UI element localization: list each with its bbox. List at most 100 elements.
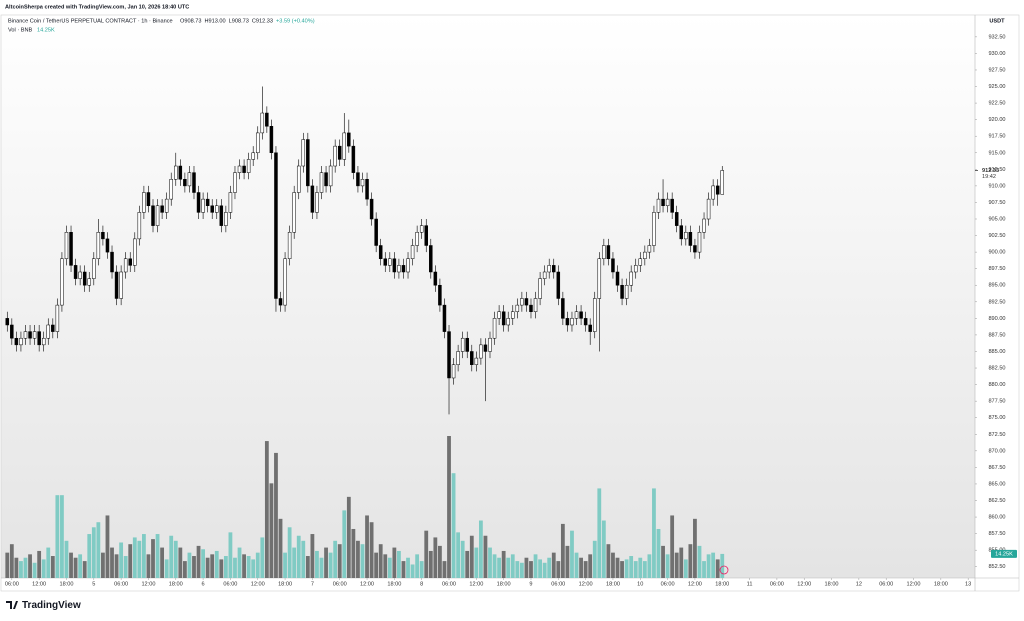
candle-body — [360, 179, 365, 187]
volume-bar — [519, 562, 524, 578]
volume-bar — [164, 559, 169, 578]
volume-bar — [23, 557, 28, 578]
candle-body — [638, 258, 643, 266]
candle-body — [123, 258, 128, 273]
volume-bar — [670, 515, 675, 578]
volume-bar — [237, 547, 242, 578]
candle-body — [533, 298, 538, 312]
volume-bar — [465, 550, 470, 578]
chart-border — [0, 14, 1020, 592]
candle-body — [474, 357, 479, 365]
volume-bar — [182, 561, 187, 578]
x-tick-label: 18:00 — [169, 581, 183, 587]
volume-bar — [451, 473, 456, 578]
candle-body — [647, 245, 652, 253]
candle-body — [196, 192, 201, 213]
x-tick-label: 12:00 — [251, 581, 265, 587]
volume-bar — [324, 547, 328, 578]
volume-bar — [246, 556, 251, 578]
candle-body — [556, 271, 561, 299]
volume-bar — [460, 540, 465, 578]
candle-body — [424, 225, 428, 246]
candle-body — [624, 284, 629, 299]
volume-bar — [697, 545, 702, 578]
candle-body — [32, 331, 37, 339]
candle-body — [429, 245, 433, 273]
y-tick-label: 910.00 — [988, 183, 1005, 189]
volume-bar — [351, 528, 356, 578]
volume-bar — [296, 535, 301, 578]
candle-body — [524, 298, 529, 306]
attribution: AltcoinSherpa created with TradingView.c… — [5, 4, 189, 10]
candle-body — [611, 258, 615, 273]
candle-body — [14, 337, 19, 346]
candle-body — [342, 132, 347, 160]
volume-bar — [14, 557, 19, 578]
y-tick-label: 872.50 — [988, 432, 1005, 438]
volume-bar — [638, 557, 643, 578]
volume-bar — [301, 540, 306, 578]
volume-bar — [369, 522, 374, 578]
volume-bar — [119, 542, 124, 578]
candle-body — [233, 172, 237, 193]
candle-body — [433, 271, 438, 286]
candle-body — [315, 192, 319, 213]
candle-body — [187, 172, 192, 187]
candle-body — [146, 192, 151, 207]
x-tick-label: 12:00 — [688, 581, 702, 587]
candle-body — [511, 311, 515, 319]
volume-bar — [647, 554, 652, 578]
y-tick-label: 895.00 — [988, 283, 1005, 289]
candle-body — [78, 271, 82, 279]
volume-bar — [515, 561, 520, 578]
ohlc-legend-item: C912.33 — [252, 18, 273, 24]
x-tick-label: 5 — [92, 581, 95, 587]
x-tick-label: 18:00 — [825, 581, 839, 587]
candle-body — [688, 232, 693, 246]
volume-bar — [50, 556, 55, 578]
ohlc-legend-item: +3.59 (+0.40%) — [276, 18, 315, 24]
candle-body — [702, 218, 706, 233]
candle-body — [552, 265, 556, 273]
candle-body — [46, 324, 51, 339]
volume-bar — [55, 495, 60, 578]
candle-body — [415, 232, 419, 246]
volume-bar — [310, 534, 315, 578]
candle-body — [706, 198, 711, 220]
candle-body — [128, 258, 132, 266]
candle-body — [219, 205, 224, 226]
candle-body — [392, 258, 397, 273]
volume-bar — [292, 547, 297, 578]
footer-logo: TradingView — [6, 600, 81, 611]
candle-body — [5, 318, 10, 326]
volume-bar — [233, 557, 237, 578]
volume-bar — [524, 557, 529, 578]
volume-bar — [615, 557, 620, 578]
candle-body — [661, 198, 665, 207]
candle-body — [492, 318, 497, 339]
volume-bar — [383, 554, 388, 578]
volume-bar — [674, 552, 679, 578]
volume-bar — [510, 554, 515, 578]
x-tick-label: 06:00 — [770, 581, 784, 587]
volume-bar — [410, 564, 415, 578]
volume-bar — [624, 559, 629, 578]
countdown-label: 19:42 — [982, 174, 996, 180]
volume-bar — [114, 554, 119, 578]
volume-bar — [210, 554, 215, 578]
candle-body — [497, 311, 501, 319]
candle-body — [656, 198, 661, 213]
x-tick-label: 12 — [856, 581, 862, 587]
x-tick-label: 06:00 — [223, 581, 237, 587]
volume-bar — [665, 554, 670, 578]
volume-bar — [533, 554, 538, 578]
candle-body — [483, 344, 488, 352]
volume-bar — [28, 554, 32, 578]
candle-body — [224, 212, 228, 226]
volume-bar — [251, 559, 256, 578]
event-icon[interactable] — [719, 565, 729, 575]
candle-body — [470, 351, 474, 365]
volume-bar — [683, 559, 688, 578]
candle-body — [133, 238, 137, 266]
volume-bar — [187, 552, 192, 578]
